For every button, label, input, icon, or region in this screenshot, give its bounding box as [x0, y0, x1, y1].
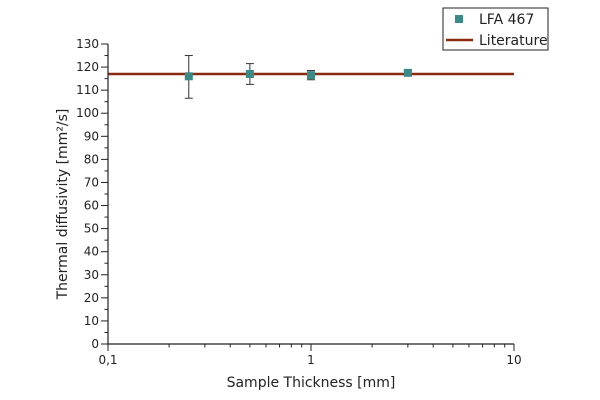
legend-marker-lfa467 — [455, 15, 463, 23]
data-point-1 — [184, 55, 193, 99]
plot-area — [108, 55, 514, 99]
y-tick-label: 10 — [84, 314, 99, 328]
legend-label-literature: Literature — [479, 33, 548, 49]
y-tick-label: 70 — [84, 175, 99, 189]
y-ticks: 0 10 20 30 40 50 60 70 80 90 100 110 120 130 — [76, 37, 108, 351]
y-tick-label: 30 — [84, 268, 99, 282]
y-tick-label: 20 — [84, 291, 99, 305]
legend-label-lfa467: LFA 467 — [479, 12, 534, 28]
data-marker — [403, 68, 412, 77]
y-tick-label: 50 — [84, 222, 99, 236]
data-point-4 — [403, 68, 412, 77]
data-marker — [184, 72, 193, 81]
y-tick-label: 60 — [84, 199, 99, 213]
x-tick-label: 1 — [307, 353, 315, 367]
y-tick-label: 0 — [91, 337, 99, 351]
y-axis-title: Thermal diffusivity [mm²/s] — [55, 109, 71, 301]
y-tick-label: 90 — [84, 129, 99, 143]
x-ticks: 0,1 1 10 — [98, 344, 522, 367]
y-tick-label: 100 — [76, 106, 99, 120]
legend: LFA 467 Literature — [442, 7, 549, 51]
y-tick-label: 120 — [76, 60, 99, 74]
y-tick-label: 130 — [76, 37, 99, 51]
data-marker — [245, 70, 254, 78]
data-point-3 — [307, 70, 315, 81]
y-tick-label: 40 — [84, 245, 99, 259]
data-marker — [307, 71, 315, 80]
x-axis-title: Sample Thickness [mm] — [227, 375, 396, 391]
y-tick-label: 110 — [76, 83, 99, 97]
x-tick-label: 0,1 — [98, 353, 117, 367]
data-point-2 — [245, 63, 254, 85]
y-tick-label: 80 — [84, 152, 99, 166]
x-tick-label: 10 — [506, 353, 521, 367]
